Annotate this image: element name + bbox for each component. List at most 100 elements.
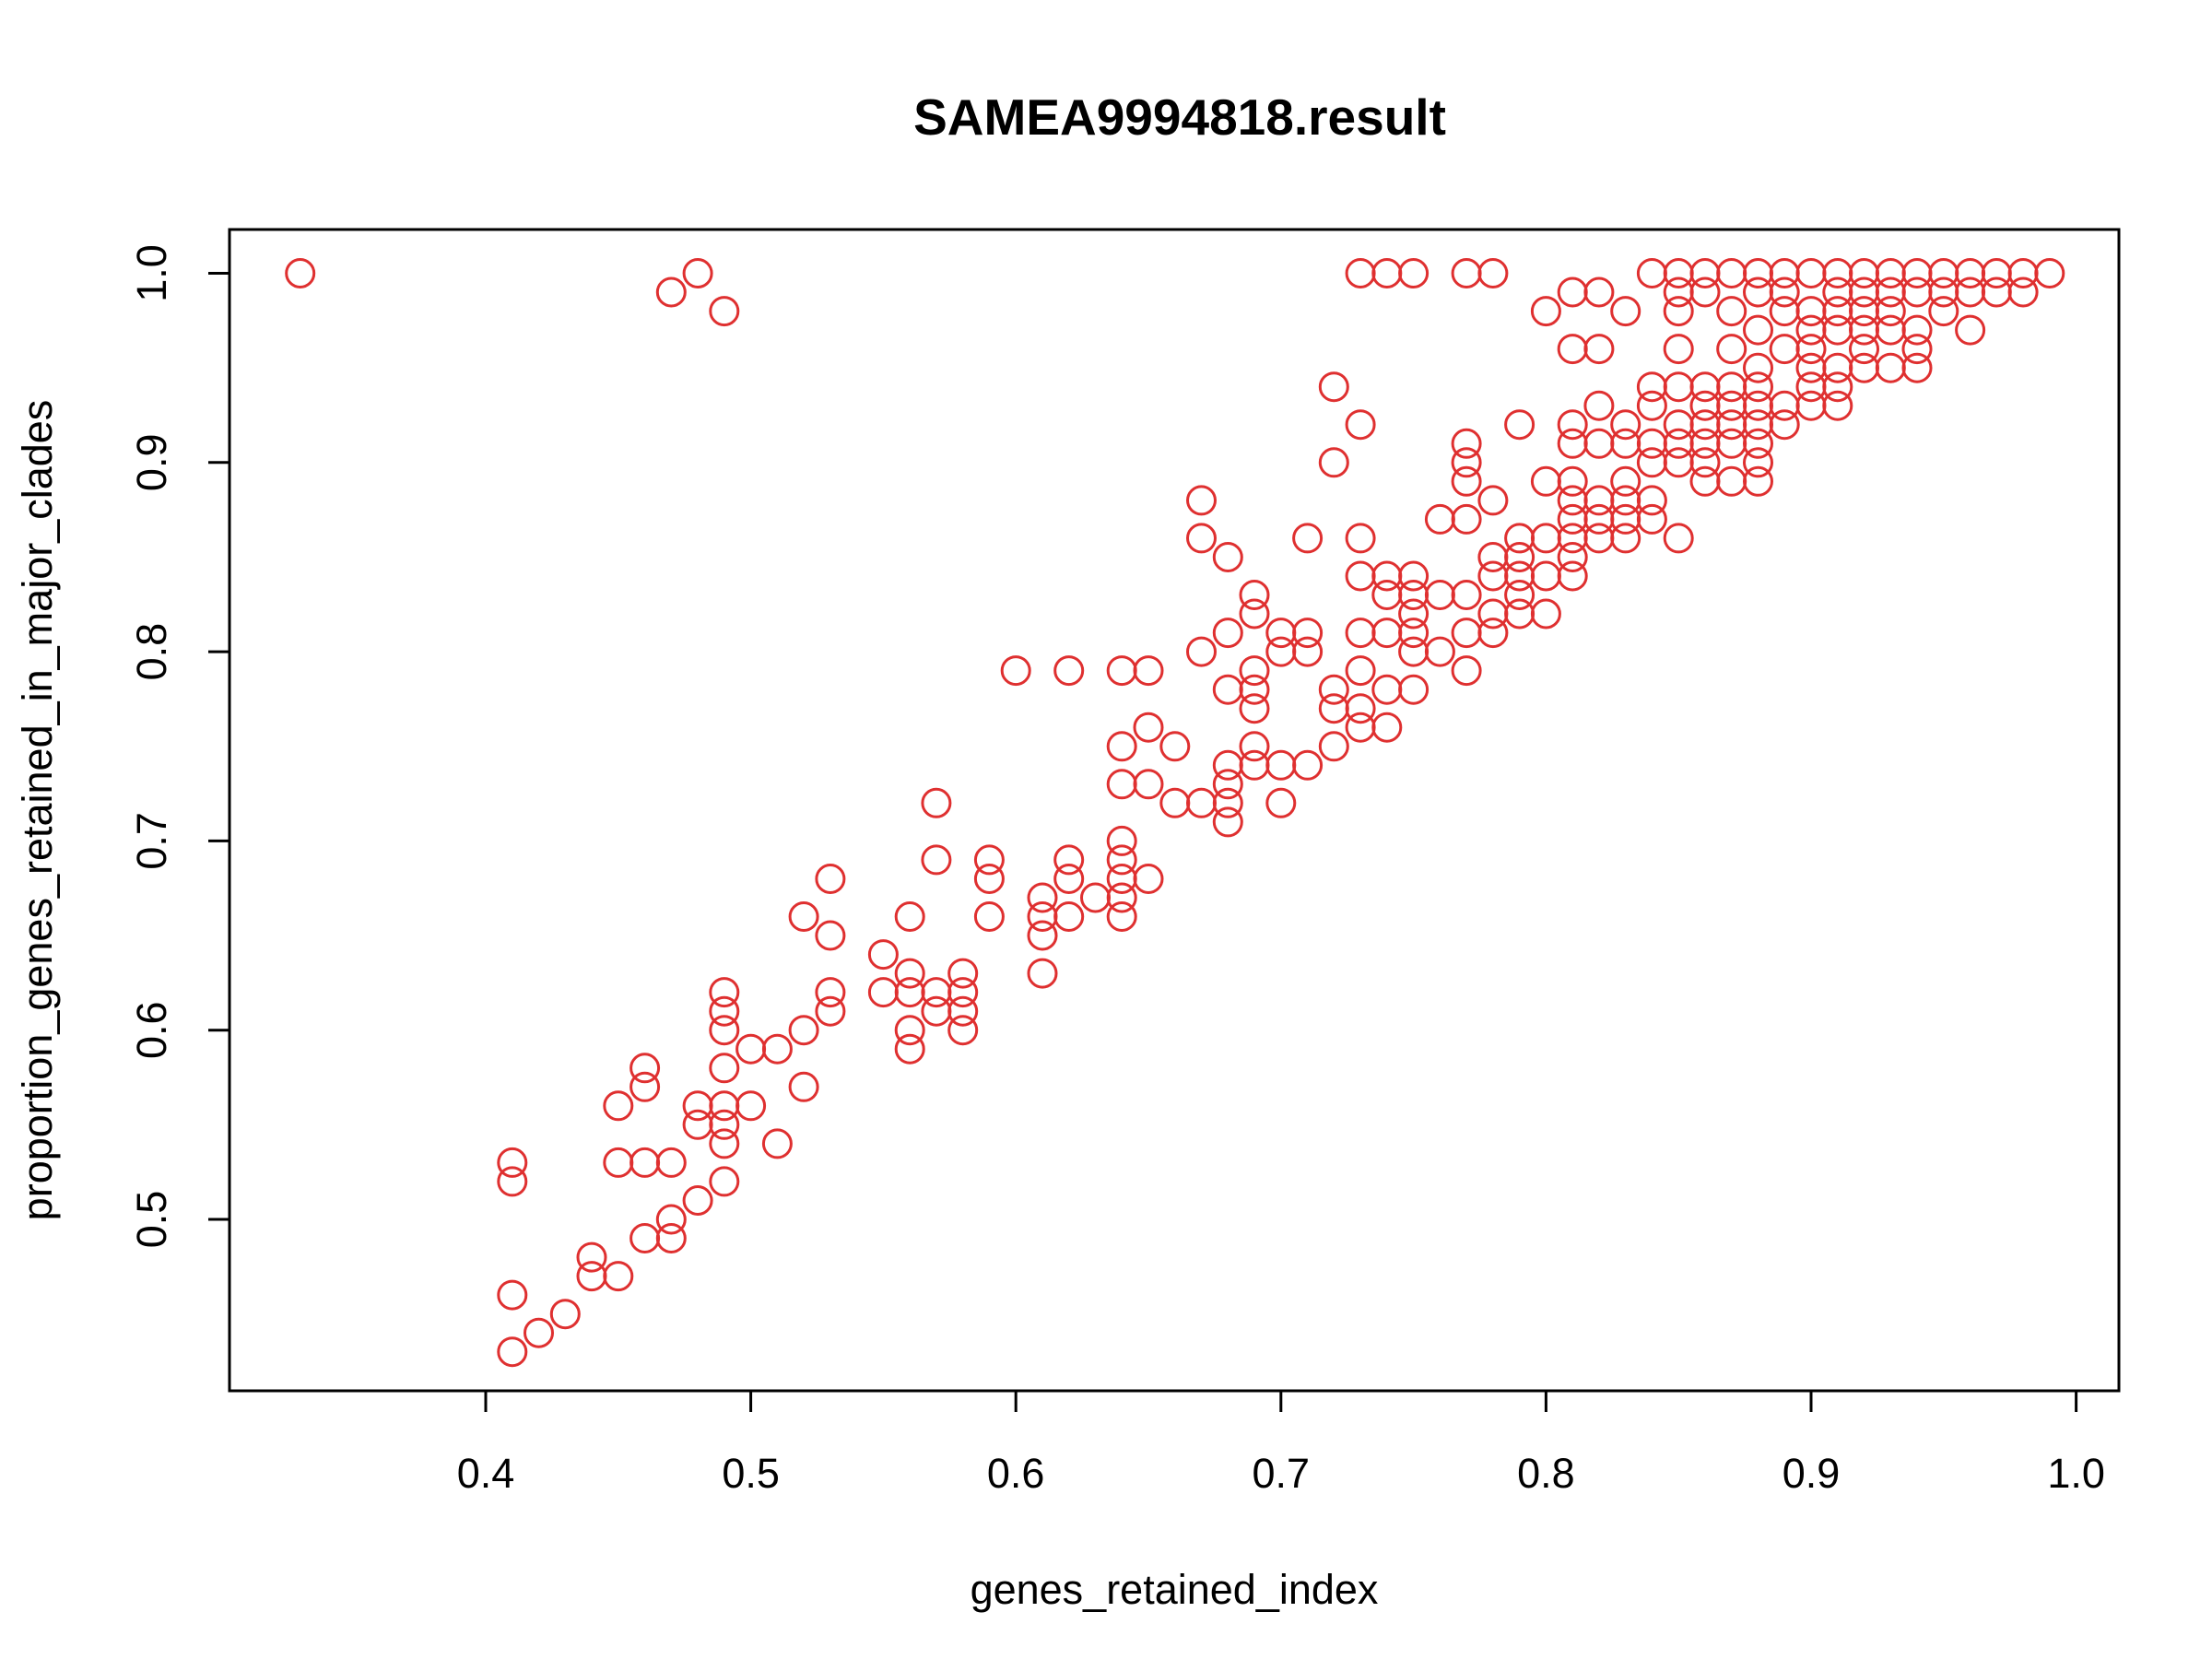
data-point [1371, 258, 1403, 288]
data-point [629, 1053, 661, 1084]
data-point [497, 1166, 528, 1197]
data-point [973, 844, 1005, 876]
data-point [867, 939, 899, 971]
data-point [1424, 580, 1455, 610]
data-point [1875, 314, 1906, 346]
data-point [1318, 371, 1349, 403]
x-tick-label: 1.0 [2047, 1450, 2105, 1497]
data-point [1159, 731, 1191, 762]
data-point [1053, 655, 1085, 687]
data-point [603, 1090, 634, 1122]
data-point [1451, 258, 1482, 288]
data-points [285, 258, 2065, 1368]
data-point [1636, 485, 1667, 516]
data-point [815, 920, 846, 951]
data-point [1345, 618, 1376, 649]
data-point [1292, 618, 1324, 649]
data-point [682, 258, 713, 288]
data-point [1106, 882, 1137, 913]
data-point [1292, 749, 1324, 781]
data-point [1743, 371, 1773, 403]
data-point [1689, 276, 1721, 308]
data-point [1795, 390, 1827, 421]
x-tick-label: 0.9 [1783, 1450, 1841, 1497]
y-tick-label: 0.7 [128, 812, 175, 870]
data-point [1318, 447, 1349, 478]
data-point [1239, 674, 1270, 705]
plot-frame [228, 228, 2121, 1393]
data-point [1663, 371, 1694, 403]
data-point [655, 276, 687, 308]
y-tick-label: 1.0 [128, 244, 175, 302]
data-point [1504, 409, 1535, 441]
data-point [1371, 580, 1403, 610]
data-point [1398, 560, 1430, 592]
data-point [1133, 655, 1164, 687]
data-point [1557, 334, 1588, 365]
data-point [1345, 523, 1376, 554]
data-point [1689, 465, 1721, 497]
data-point [1743, 276, 1773, 308]
data-point [1318, 674, 1349, 705]
x-axis: 0.4 0.5 0.6 0.7 0.8 0.9 1.0 [457, 1389, 2105, 1497]
data-point [1451, 503, 1482, 535]
data-point [1557, 428, 1588, 459]
data-point [1795, 334, 1827, 365]
x-tick-label: 0.8 [1517, 1450, 1575, 1497]
data-point [629, 1147, 661, 1178]
data-point [1451, 580, 1482, 610]
x-axis-label: genes_retained_index [971, 1566, 1379, 1613]
data-point [947, 958, 979, 989]
data-point [1875, 352, 1906, 383]
data-point [1239, 655, 1270, 687]
data-point [1053, 864, 1085, 894]
x-tick-label: 0.4 [457, 1450, 515, 1497]
data-point [788, 901, 819, 932]
data-point [1716, 465, 1747, 497]
data-point [1901, 276, 1933, 308]
data-point [1981, 276, 2012, 308]
data-point [1292, 523, 1324, 554]
data-point [1133, 864, 1164, 894]
data-point [1398, 636, 1430, 667]
data-point [1186, 636, 1217, 667]
data-point [1663, 523, 1694, 554]
data-point [1133, 712, 1164, 743]
data-point [1822, 390, 1853, 421]
data-point [629, 1223, 661, 1253]
data-point [735, 1033, 767, 1065]
data-point [1345, 409, 1376, 441]
data-point [1212, 769, 1243, 800]
data-point [1398, 674, 1430, 705]
chart-title: SAMEA9994818.result [913, 88, 1446, 146]
y-axis: 0.5 0.6 0.7 0.8 0.9 1.0 [128, 244, 231, 1248]
data-point [2007, 276, 2039, 308]
data-point [1451, 655, 1482, 687]
data-point [629, 1071, 661, 1102]
data-point [894, 1015, 925, 1046]
data-point [682, 1185, 713, 1216]
data-point [1610, 296, 1641, 327]
data-point [1265, 787, 1297, 818]
data-point [1530, 296, 1561, 327]
data-point [709, 995, 740, 1027]
data-point [1901, 334, 1933, 365]
data-point [1663, 447, 1694, 478]
data-point [894, 901, 925, 932]
data-point [921, 787, 952, 818]
data-point [1636, 390, 1667, 421]
data-point [1557, 409, 1588, 441]
data-point [1186, 485, 1217, 516]
data-point [1504, 598, 1535, 629]
data-point [1636, 503, 1667, 535]
data-point [1875, 296, 1906, 327]
data-point [1663, 334, 1694, 365]
data-point [1239, 580, 1270, 610]
data-point [1106, 769, 1137, 800]
data-point [1371, 618, 1403, 649]
data-point [1504, 542, 1535, 572]
data-point [1292, 636, 1324, 667]
data-point [947, 995, 979, 1027]
data-point [1716, 258, 1747, 288]
data-point [1743, 428, 1773, 459]
